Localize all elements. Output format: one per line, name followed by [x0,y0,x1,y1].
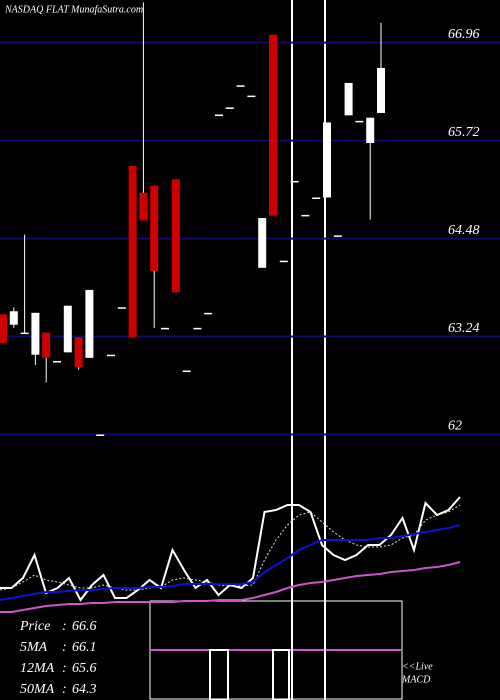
candle-body [74,337,83,368]
candle-body [42,332,51,358]
candle-body [9,311,18,325]
candle-body [107,354,115,357]
candle-body [301,214,310,217]
candle-body [63,305,72,353]
stat-sep: : [62,682,67,697]
y-tick-label: 65.72 [448,125,480,140]
candle-body [128,165,137,338]
candle-body [344,82,353,116]
macd-label: MACD [401,674,431,685]
candle-body [355,120,364,123]
candle-body [323,122,331,198]
candle-body [96,434,105,436]
candle-body [204,312,213,315]
indicator-line [0,524,461,601]
stat-sep: : [62,661,67,676]
candle-body [139,192,148,221]
candle-body [247,95,256,98]
candle-body [85,289,94,358]
candle-body [20,332,29,335]
candle-body [290,180,299,183]
stat-value: 66.6 [72,619,97,634]
candle-body [215,114,223,117]
candle-body [171,179,180,293]
stat-label: 12MA [20,661,55,676]
y-tick-label: 62 [448,419,462,434]
candle-body [258,218,267,268]
candle-body [377,67,385,113]
candle-body [333,235,342,237]
candle-body [312,197,321,199]
stat-label: 5MA [20,640,48,655]
candle-body [53,361,61,363]
candle-body [150,185,159,271]
indicator-line [0,561,461,613]
y-tick-label: 63.24 [448,321,480,336]
macd-bar [209,649,229,700]
stat-label: Price [19,619,50,634]
candle-body [269,34,277,216]
candle-body [182,370,191,373]
y-tick-label: 64.48 [448,223,480,238]
candle-body [0,314,7,343]
live-link[interactable]: <<Live [402,661,433,672]
chart-title: NASDAQ FLAT MunafaSutra.com [4,4,143,15]
candle-body [193,327,202,330]
macd-bar [272,649,290,700]
candle-body [117,307,126,309]
candle-body [279,260,288,263]
candle-body [236,85,245,87]
candle-body [366,117,375,143]
candle-body [225,107,234,109]
stat-value: 66.1 [72,640,97,655]
stat-sep: : [62,640,67,655]
candle-body [161,327,169,330]
y-tick-label: 66.96 [448,27,480,42]
stat-label: 50MA [20,682,55,697]
candle-body [31,312,40,355]
stat-value: 65.6 [72,661,97,676]
stat-value: 64.3 [72,682,97,697]
stat-sep: : [62,619,67,634]
